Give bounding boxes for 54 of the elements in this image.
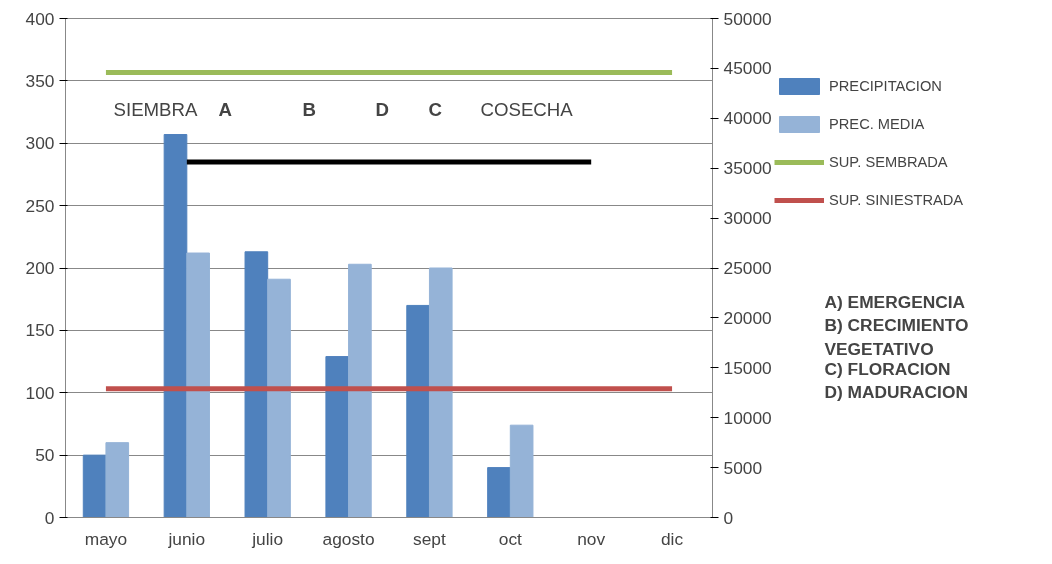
annotation: D	[375, 98, 389, 120]
y-tick-label: 200	[25, 258, 55, 278]
legend-label: PRECIPITACION	[829, 78, 942, 94]
x-tick-label: dic	[660, 528, 684, 549]
bar	[428, 267, 453, 518]
bar	[244, 251, 269, 518]
y-tick-label: 150	[25, 320, 55, 341]
y-tick-label: 400	[25, 8, 55, 29]
y2-tick-label: 25000	[723, 258, 772, 278]
x-tick-label: mayo	[84, 528, 128, 549]
bar	[406, 304, 430, 518]
bar	[487, 467, 511, 518]
x-tick-label: junio	[167, 528, 206, 549]
bar	[267, 278, 291, 518]
y2-tick-label: 35000	[723, 158, 772, 179]
bar	[348, 263, 372, 518]
annotation: SIEMBRA	[113, 98, 199, 120]
y2-tick-label: 50000	[723, 8, 772, 29]
x-tick-label: julio	[251, 528, 284, 549]
bar	[186, 252, 210, 518]
y2-tick-label: 30000	[723, 208, 772, 229]
x-tick-label: sept	[413, 528, 446, 549]
legend-label: PREC. MEDIA	[829, 116, 925, 132]
y-tick-label: 300	[25, 133, 55, 154]
y2-tick-label: 5000	[723, 457, 763, 478]
annotation: B	[302, 98, 316, 120]
y2-tick-label: 20000	[723, 307, 772, 328]
y2-tick-label: 45000	[723, 58, 772, 79]
text: D) MADURACION	[824, 382, 968, 403]
x-tick-label: agosto	[322, 528, 375, 549]
text: B) CRECIMIENTO VEGETATIVO	[824, 315, 969, 360]
y2-tick-label: 40000	[723, 108, 772, 129]
y2-tick-label: 10000	[723, 407, 772, 428]
y2-tick-label: 0	[723, 507, 734, 528]
bar	[325, 356, 350, 518]
text: A) EMERGENCIA	[824, 292, 966, 313]
y-tick-label: 350	[25, 70, 55, 91]
x-tick-label: oct	[498, 528, 523, 549]
bar	[105, 442, 130, 518]
bar	[163, 134, 188, 518]
annotation: A	[218, 98, 232, 120]
x-tick-label: nov	[577, 528, 606, 549]
legend-label: SUP. SINIESTRADA	[829, 192, 964, 208]
y-tick-label: 50	[35, 445, 55, 466]
y-tick-label: 100	[25, 382, 55, 403]
legend-label: SUP. SEMBRADA	[829, 154, 948, 170]
y-tick-label: 0	[44, 507, 55, 528]
y-tick-label: 250	[25, 195, 55, 216]
annotation: COSECHA	[480, 98, 574, 120]
bar	[82, 454, 107, 518]
annotation: C	[428, 98, 442, 120]
y2-tick-label: 15000	[723, 357, 772, 378]
text: C) FLORACION	[824, 358, 951, 379]
bar	[509, 424, 534, 518]
